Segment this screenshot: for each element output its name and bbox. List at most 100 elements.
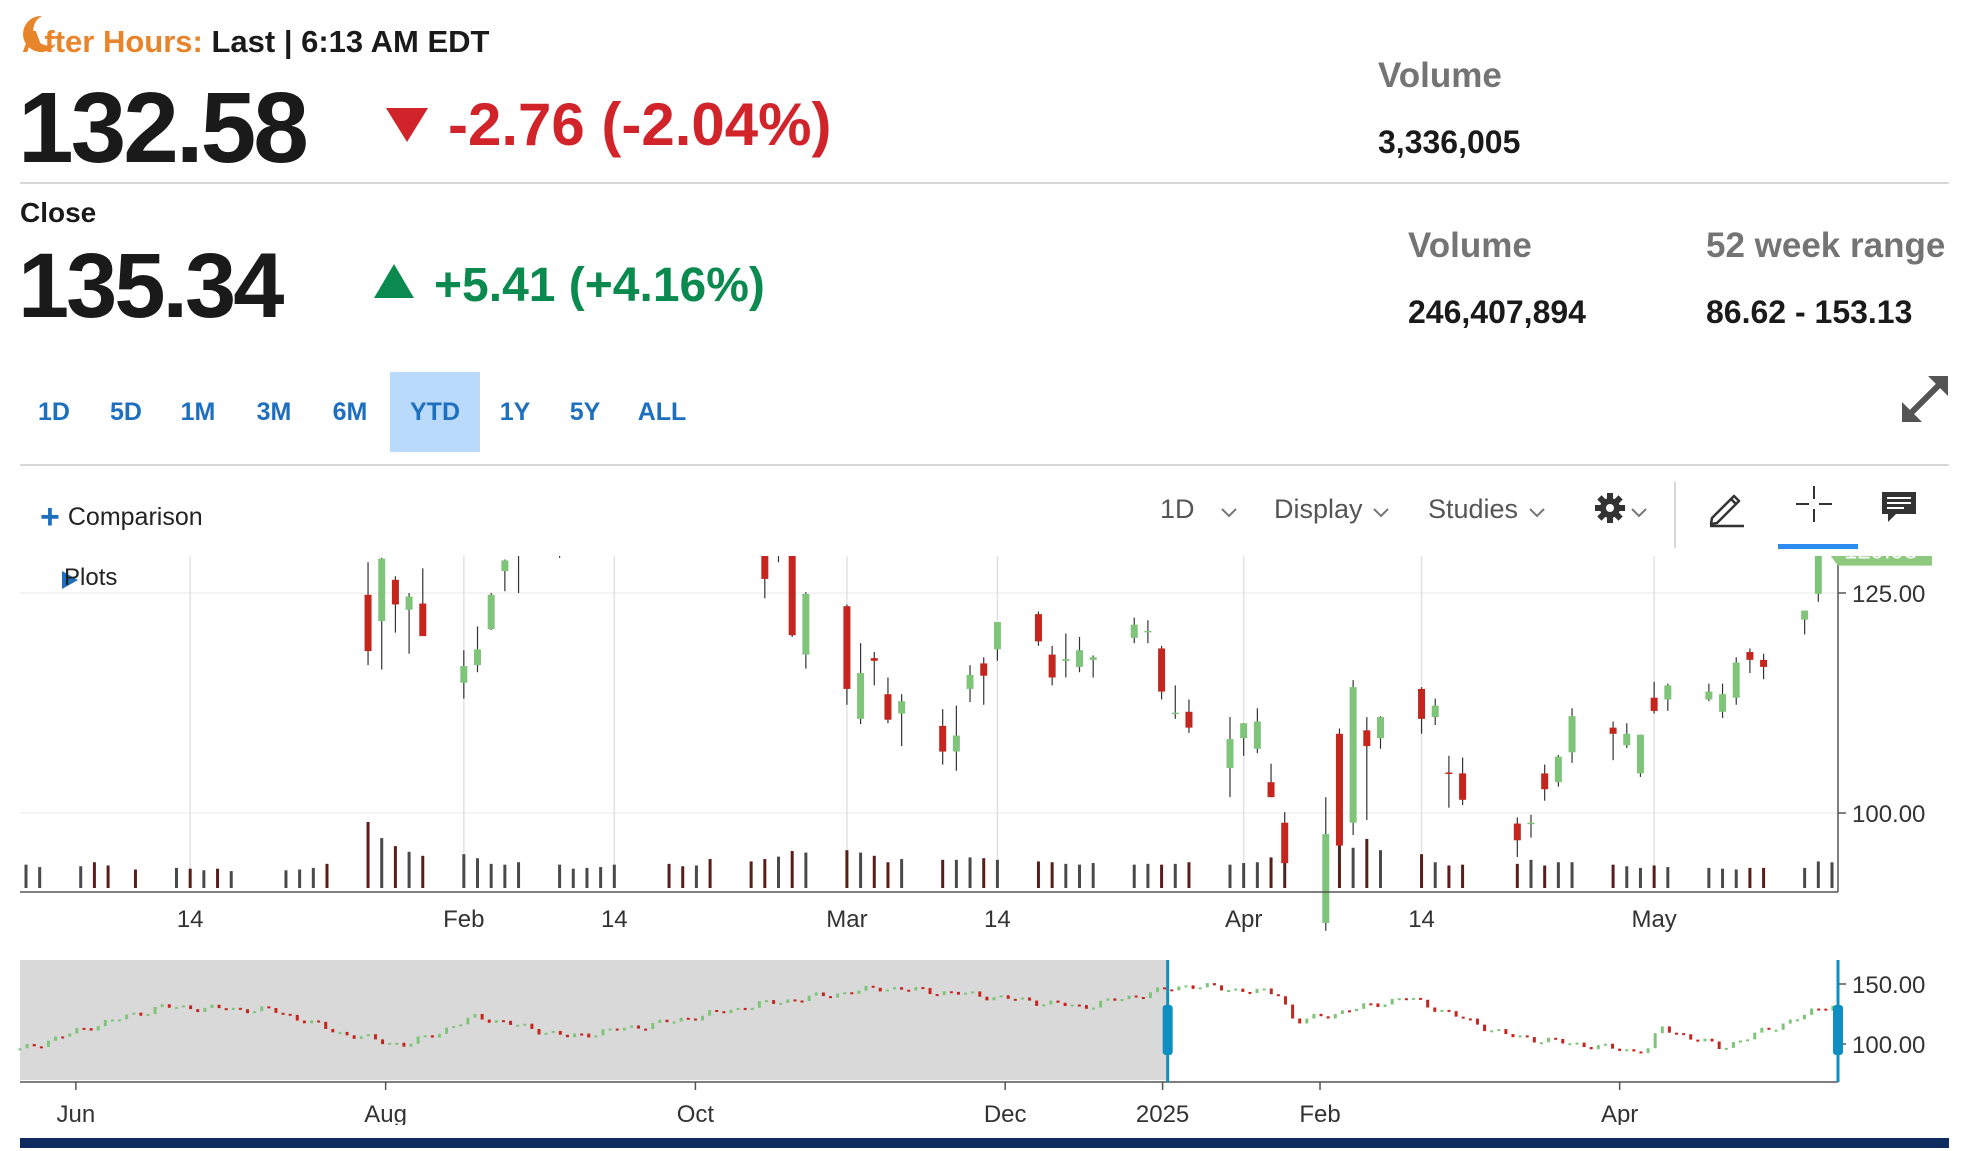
last-update-time: Last | 6:13 AM EDT <box>211 24 490 59</box>
candle-body <box>1171 712 1179 715</box>
navigator-bar <box>437 1033 441 1038</box>
chevron-down-icon <box>1373 508 1389 518</box>
navigator-bar <box>1362 1003 1366 1009</box>
expand-icon[interactable] <box>1898 372 1952 426</box>
volume-bar <box>1187 862 1191 888</box>
candlestick-chart[interactable]: 100.00125.00150.0014Feb14Mar14Apr14May12… <box>0 556 1964 936</box>
display-dropdown[interactable]: Display <box>1274 494 1390 525</box>
range-button-1d[interactable]: 1D <box>38 398 70 426</box>
navigator-bar <box>487 1019 491 1023</box>
volume-bar <box>1160 864 1164 888</box>
navigator-bar <box>679 1017 683 1022</box>
volume-bar <box>612 864 616 888</box>
candle-body <box>1281 822 1289 864</box>
navigator-bar <box>1312 1013 1316 1019</box>
navigator-bar <box>1006 995 1010 999</box>
plots-toggle[interactable]: Plots <box>64 564 118 591</box>
candle-body <box>405 596 413 610</box>
range-button-all[interactable]: ALL <box>637 398 687 426</box>
navigator-chart[interactable]: 100.00 150.00 Jun Aug Oct Dec 2025 Feb Apr <box>0 950 1964 1125</box>
close-volume-value: 246,407,894 <box>1408 294 1586 330</box>
navigator-bar <box>359 1036 363 1039</box>
navigator-x-tick-label: Aug <box>364 1101 407 1125</box>
navigator-bar <box>445 1027 449 1034</box>
studies-dropdown[interactable]: Studies <box>1428 494 1546 525</box>
candle-body <box>993 622 1001 650</box>
range-button-5d[interactable]: 5D <box>110 398 142 426</box>
settings-dropdown[interactable] <box>1594 492 1650 526</box>
volume-bar <box>311 867 315 888</box>
navigator-bar <box>466 1017 470 1025</box>
comment-icon[interactable] <box>1880 490 1918 524</box>
range-button-ytd[interactable]: YTD <box>390 372 480 452</box>
candle-body <box>460 666 468 683</box>
navigator-handle[interactable] <box>1833 1005 1843 1055</box>
volume-bar <box>845 850 849 888</box>
navigator-bar <box>1156 987 1160 993</box>
volume-bar <box>941 859 945 888</box>
candle-body <box>1322 834 1330 923</box>
volume-bar <box>1242 863 1246 888</box>
navigator-bar <box>416 1036 420 1044</box>
candle-body <box>939 725 947 752</box>
crosshair-icon[interactable] <box>1794 484 1834 524</box>
navigator-bar <box>1170 989 1174 992</box>
range-button-3m[interactable]: 3M <box>256 398 292 426</box>
candle-body <box>1418 688 1426 719</box>
navigator-bar <box>523 1023 527 1026</box>
candle-body <box>1349 687 1357 823</box>
navigator-bar <box>366 1034 370 1037</box>
volume-bar <box>790 850 794 888</box>
navigator-bar <box>1433 1007 1437 1012</box>
navigator-bar <box>89 1028 93 1031</box>
navigator-bar <box>1269 988 1273 995</box>
candle-body <box>1431 705 1439 718</box>
pencil-draw-icon[interactable] <box>1706 486 1748 528</box>
candle-body <box>378 558 386 622</box>
navigator-bar <box>1525 1035 1529 1038</box>
volume-bar <box>859 852 863 888</box>
navigator-bar <box>622 1027 626 1031</box>
candle-body <box>884 694 892 720</box>
navigator-bar <box>381 1039 385 1045</box>
navigator-handle[interactable] <box>1162 1005 1173 1055</box>
range-button-1y[interactable]: 1Y <box>499 398 531 426</box>
volume-bar <box>393 846 397 888</box>
chevron-down-icon <box>1631 508 1647 518</box>
range-button-5y[interactable]: 5Y <box>569 398 601 426</box>
volume-bar <box>1146 863 1150 888</box>
play-triangle-icon[interactable] <box>60 570 80 590</box>
candle-body <box>1089 657 1097 660</box>
navigator-bar <box>302 1020 306 1024</box>
navigator-bar <box>544 1032 548 1035</box>
volume-bar <box>216 868 220 888</box>
volume-bar <box>599 867 603 888</box>
volume-bar <box>325 863 329 888</box>
range-button-6m[interactable]: 6M <box>332 398 368 426</box>
candle-body <box>857 673 865 719</box>
navigator-bar <box>167 1004 171 1008</box>
price-tag-label: 129.93 <box>1844 556 1917 565</box>
navigator-bar <box>132 1012 136 1015</box>
volume-bar <box>1816 861 1820 888</box>
x-tick-label: Feb <box>443 906 484 933</box>
navigator-bar <box>1205 983 1209 988</box>
range-button-1m[interactable]: 1M <box>180 398 216 426</box>
navigator-bar <box>1696 1039 1700 1042</box>
comparison-button[interactable]: + Comparison <box>40 498 203 537</box>
navigator-bar <box>1347 1010 1351 1013</box>
volume-bar <box>749 861 753 888</box>
navigator-bar <box>779 1002 783 1005</box>
navigator-bar <box>1625 1049 1629 1052</box>
interval-dropdown[interactable]: 1D <box>1160 494 1238 525</box>
navigator-bar <box>565 1034 569 1038</box>
navigator-bar <box>800 1000 804 1003</box>
navigator-bar <box>928 988 932 995</box>
volume-bar <box>1803 867 1807 888</box>
candle-body <box>980 663 988 676</box>
navigator-bar <box>1376 1003 1380 1008</box>
navigator-bar <box>267 1006 271 1009</box>
volume-bar <box>1734 869 1738 888</box>
navigator-bar <box>1426 999 1430 1008</box>
navigator-bar <box>1212 983 1216 986</box>
